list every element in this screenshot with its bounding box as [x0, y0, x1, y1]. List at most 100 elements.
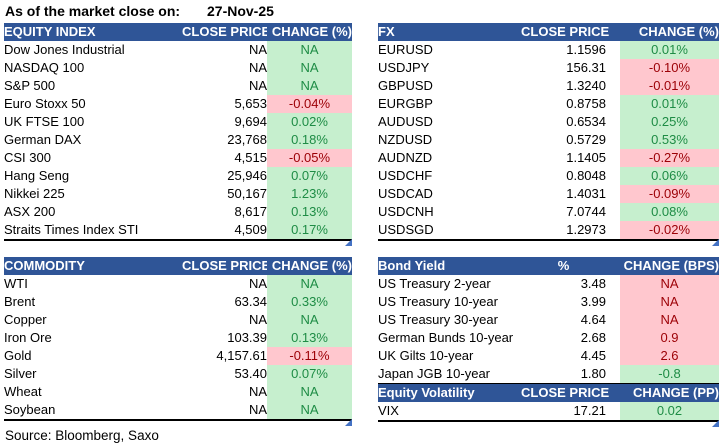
table-row: Soybean NA NA: [4, 401, 352, 421]
instrument-name: EURGBP: [378, 96, 433, 111]
table-row: NZDUSD 0.5729 0.53%: [378, 131, 719, 149]
instrument-name: WTI: [4, 276, 28, 291]
change-value: 0.25%: [620, 113, 719, 131]
corner-marker-icon: [712, 239, 719, 246]
table-row: USDJPY 156.31 -0.10%: [378, 59, 719, 77]
close-price-value: 156.31: [566, 60, 606, 75]
bond-yield-table: Bond Yield % CHANGE (BPS) US Treasury 2-…: [378, 257, 719, 384]
instrument-name: NZDUSD: [378, 132, 433, 147]
change-value: 0.06%: [620, 167, 719, 185]
close-price-header: CLOSE PRICE: [521, 23, 620, 41]
table-row: USDCNH 7.0744 0.08%: [378, 203, 719, 221]
change-value: NA: [267, 275, 352, 293]
table-header-row: COMMODITY CLOSE PRICE CHANGE (%): [4, 257, 352, 275]
instrument-name: NASDAQ 100: [4, 60, 85, 75]
instrument-name: Euro Stoxx 50: [4, 96, 86, 111]
change-value: NA: [620, 293, 719, 311]
change-value: 1.23%: [267, 185, 352, 203]
close-price-value: 1.1405: [566, 150, 606, 165]
change-value: 0.08%: [620, 203, 719, 221]
close-price-value: 3.99: [580, 294, 606, 309]
equity-index-table: EQUITY INDEX CLOSE PRICE CHANGE (%) Dow …: [4, 23, 352, 241]
table-row: Gold 4,157.61 -0.11%: [4, 347, 352, 365]
close-price-value: 9,694: [234, 114, 267, 129]
change-value: 2.6: [620, 347, 719, 365]
instrument-name: US Treasury 10-year: [378, 294, 498, 309]
change-value: NA: [267, 383, 352, 401]
table-header-row: Bond Yield % CHANGE (BPS): [378, 257, 719, 275]
instrument-name: USDJPY: [378, 60, 430, 75]
change-value: NA: [267, 41, 352, 59]
close-price-value: 25,946: [227, 168, 267, 183]
equity-index-section: EQUITY INDEX CLOSE PRICE CHANGE (%) Dow …: [4, 23, 352, 246]
table-row: GBPUSD 1.3240 -0.01%: [378, 77, 719, 95]
instrument-name: Soybean: [4, 401, 182, 421]
table-row: VIX 17.21 0.02: [378, 402, 719, 422]
instrument-name: Wheat: [4, 384, 42, 399]
instrument-name: US Treasury 30-year: [378, 312, 498, 327]
table-row: Iron Ore 103.39 0.13%: [4, 329, 352, 347]
close-price-value: 53.40: [234, 366, 267, 381]
equity-volatility-table: Equity Volatility CLOSE PRICE CHANGE (PP…: [378, 384, 719, 422]
close-price-value: 17.21: [521, 402, 620, 422]
instrument-name: GBPUSD: [378, 78, 433, 93]
change-value: -0.11%: [267, 347, 352, 365]
table-row: Dow Jones Industrial NA NA: [4, 41, 352, 59]
close-price-value: 63.34: [234, 294, 267, 309]
close-price-value: 103.39: [227, 330, 267, 345]
close-price-value: 23,768: [227, 132, 267, 147]
table-row: S&P 500 NA NA: [4, 77, 352, 95]
fx-table: FX CLOSE PRICE CHANGE (%) EURUSD 1.1596 0.…: [378, 23, 719, 241]
table-row: AUDNZD 1.1405 -0.27%: [378, 149, 719, 167]
table-row: Hang Seng 25,946 0.07%: [4, 167, 352, 185]
instrument-name: Brent: [4, 294, 36, 309]
close-price-value: NA: [248, 312, 267, 327]
instrument-name: CSI 300: [4, 150, 51, 165]
instrument-name: AUDUSD: [378, 114, 433, 129]
instrument-name: Dow Jones Industrial: [4, 42, 125, 57]
change-value: 0.02%: [267, 113, 352, 131]
change-value: NA: [620, 275, 719, 293]
close-price-value: 7.0744: [566, 204, 606, 219]
instrument-name: Hang Seng: [4, 168, 70, 183]
change-value: 0.9: [620, 329, 719, 347]
change-value: NA: [267, 311, 352, 329]
table-header-row: EQUITY INDEX CLOSE PRICE CHANGE (%): [4, 23, 352, 41]
close-price-value: NA: [248, 78, 267, 93]
table-row: German DAX 23,768 0.18%: [4, 131, 352, 149]
instrument-name: Iron Ore: [4, 330, 52, 345]
close-price-value: 1.2973: [521, 221, 620, 241]
instrument-name: USDCNH: [378, 204, 434, 219]
change-bps-header: CHANGE (BPS): [620, 257, 719, 275]
close-price-value: 4.45: [580, 348, 606, 363]
table-row: AUDUSD 0.6534 0.25%: [378, 113, 719, 131]
close-price-value: 50,167: [227, 186, 267, 201]
instrument-name: AUDNZD: [378, 150, 433, 165]
change-value: 0.01%: [620, 95, 719, 113]
source-note: Source: Bloomberg, Saxo: [5, 428, 159, 443]
corner-marker-icon: [345, 419, 352, 426]
instrument-name: USDCHF: [378, 168, 433, 183]
instrument-name: Gold: [4, 348, 32, 363]
close-price-value: 8,617: [234, 204, 267, 219]
table-row: USDSGD 1.2973 -0.02%: [378, 221, 719, 241]
instrument-name: German Bunds 10-year: [378, 330, 514, 345]
change-value: 0.33%: [267, 293, 352, 311]
corner-marker-icon: [712, 420, 719, 427]
table-header-row: Equity Volatility CLOSE PRICE CHANGE (PP…: [378, 384, 719, 402]
table-header-row: FX CLOSE PRICE CHANGE (%): [378, 23, 719, 41]
close-price-value: 4.64: [580, 312, 606, 327]
fx-section: FX CLOSE PRICE CHANGE (%) EURUSD 1.1596 0.…: [378, 23, 719, 246]
table-row: UK FTSE 100 9,694 0.02%: [4, 113, 352, 131]
close-price-value: 4,515: [234, 150, 267, 165]
table-row: UK Gilts 10-year 4.45 2.6: [378, 347, 719, 365]
table-row: CSI 300 4,515 -0.05%: [4, 149, 352, 167]
instrument-name: UK FTSE 100: [4, 114, 85, 129]
close-price-header: CLOSE PRICE: [182, 257, 267, 275]
change-header: CHANGE (%): [267, 257, 352, 275]
close-price-value: 1.3240: [566, 78, 606, 93]
close-price-value: 2.68: [580, 330, 606, 345]
close-price-value: 1.1596: [566, 42, 606, 57]
change-value: -0.27%: [620, 149, 719, 167]
